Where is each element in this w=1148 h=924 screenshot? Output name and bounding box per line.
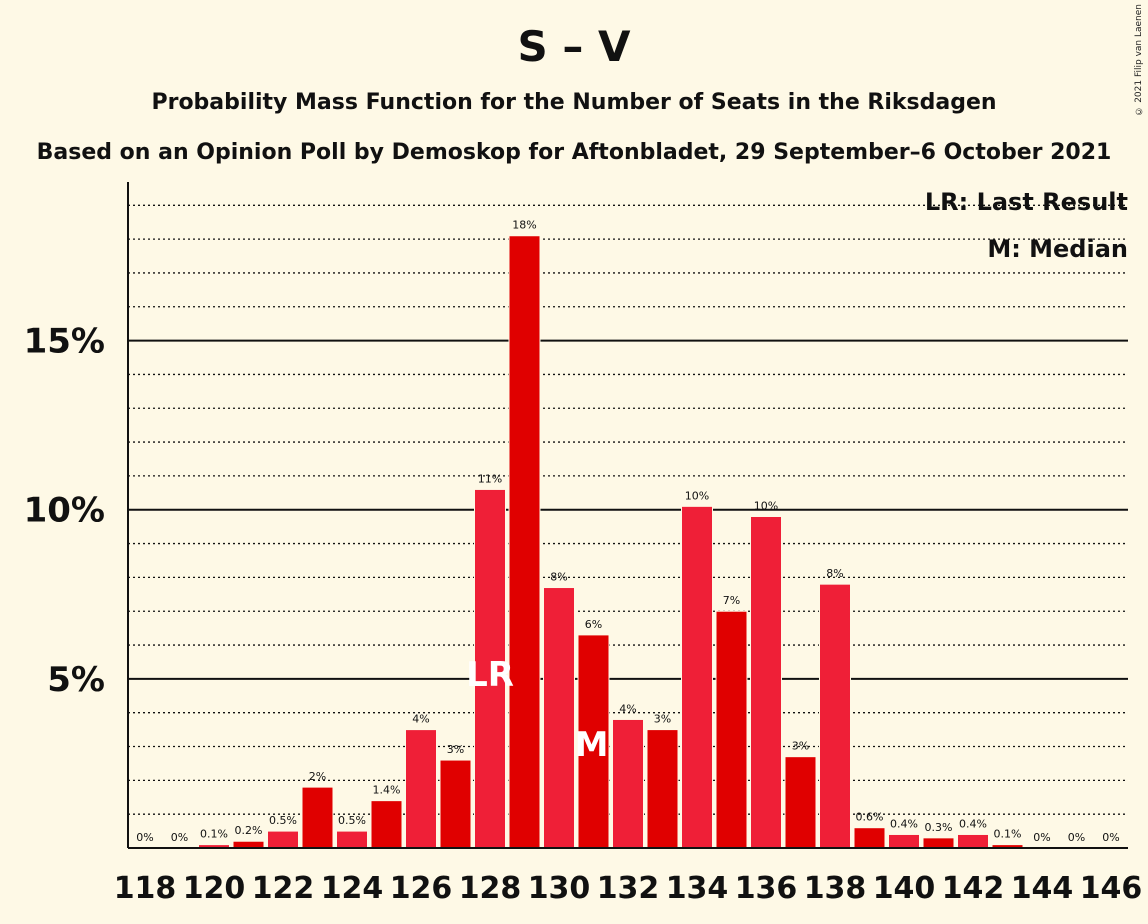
bar-138 xyxy=(819,583,851,849)
bars xyxy=(198,235,1024,849)
axes: 5% 10% 15% 118 120 122 124 126 128 130 132 134 136 13… xyxy=(24,182,1143,906)
median-mark: M xyxy=(575,725,609,765)
x-tick-label: 146 xyxy=(1080,871,1143,906)
chart-subtitle-source: Based on an Opinion Poll by Demoskop for… xyxy=(36,140,1112,165)
data-label-123: 2% xyxy=(309,770,326,783)
bar-128 xyxy=(474,488,506,849)
data-label-146: 0% xyxy=(1102,831,1119,844)
bar-142 xyxy=(957,833,989,849)
data-label-129: 18% xyxy=(512,219,536,232)
bar-139 xyxy=(853,827,886,849)
bar-121 xyxy=(232,840,265,849)
bar-134 xyxy=(681,505,713,849)
data-label-136: 10% xyxy=(754,500,778,513)
bar-126 xyxy=(405,729,437,849)
data-label-128: 11% xyxy=(478,472,502,485)
y-tick-label: 10% xyxy=(24,491,105,531)
x-tick-label: 132 xyxy=(597,871,660,906)
bar-136 xyxy=(750,516,782,849)
data-label-132: 4% xyxy=(619,702,636,715)
data-label-143: 0.1% xyxy=(994,828,1022,841)
data-label-119: 0% xyxy=(171,831,188,844)
data-label-142: 0.4% xyxy=(959,817,987,830)
data-label-135: 7% xyxy=(723,594,740,607)
data-label-121: 0.2% xyxy=(235,824,263,837)
bar-137 xyxy=(784,756,817,849)
data-label-144: 0% xyxy=(1033,831,1050,844)
chart-title: S – V xyxy=(517,22,631,71)
data-label-138: 8% xyxy=(826,567,843,580)
x-tick-label: 142 xyxy=(942,871,1005,906)
data-label-139: 0.6% xyxy=(856,811,884,824)
data-label-137: 3% xyxy=(792,740,809,753)
data-label-145: 0% xyxy=(1068,831,1085,844)
x-tick-label: 144 xyxy=(1011,871,1074,906)
last-result-mark: LR xyxy=(466,655,514,695)
data-label-126: 4% xyxy=(412,713,429,726)
legend-last-result: LR: Last Result xyxy=(925,188,1128,216)
bar-127 xyxy=(439,759,472,849)
x-tick-label: 122 xyxy=(252,871,315,906)
data-label-133: 3% xyxy=(654,713,671,726)
data-label-124: 0.5% xyxy=(338,814,366,827)
x-tick-label: 134 xyxy=(666,871,729,906)
y-tick-label: 15% xyxy=(24,322,105,362)
data-label-122: 0.5% xyxy=(269,814,297,827)
data-label-130: 8% xyxy=(550,571,567,584)
x-tick-label: 124 xyxy=(321,871,384,906)
x-tick-label: 126 xyxy=(390,871,453,906)
data-label-131: 6% xyxy=(585,618,602,631)
chart-subtitle: Probability Mass Function for the Number… xyxy=(151,90,997,115)
bar-131 xyxy=(577,634,610,849)
x-tick-label: 118 xyxy=(114,871,177,906)
data-label-118: 0% xyxy=(136,831,153,844)
x-tick-label: 128 xyxy=(459,871,522,906)
bar-141 xyxy=(922,837,955,849)
data-label-120: 0.1% xyxy=(200,828,228,841)
x-tick-label: 140 xyxy=(873,871,936,906)
bar-124 xyxy=(336,830,368,849)
bar-130 xyxy=(543,587,575,849)
legend-median: M: Median xyxy=(987,235,1128,263)
x-tick-label: 136 xyxy=(735,871,798,906)
data-label-141: 0.3% xyxy=(925,821,953,834)
bar-123 xyxy=(301,786,334,849)
data-label-125: 1.4% xyxy=(373,784,401,797)
bar-132 xyxy=(612,718,644,849)
x-tick-label: 138 xyxy=(804,871,867,906)
bar-129 xyxy=(508,235,541,849)
bar-140 xyxy=(888,833,920,849)
bar-135 xyxy=(715,610,748,849)
data-label-127: 3% xyxy=(447,743,464,756)
data-labels: 0% 0% 0.1% 0.2% 0.5% 2% 0.5% 1.4% 4% 3% 11% 18% 8% 6%… xyxy=(136,219,1119,844)
bar-133 xyxy=(646,729,679,849)
y-tick-label: 5% xyxy=(47,660,105,700)
x-tick-label: 120 xyxy=(183,871,246,906)
data-label-140: 0.4% xyxy=(890,817,918,830)
data-label-134: 10% xyxy=(685,489,709,502)
bar-125 xyxy=(370,800,403,849)
bar-122 xyxy=(267,830,299,849)
x-tick-label: 130 xyxy=(528,871,591,906)
